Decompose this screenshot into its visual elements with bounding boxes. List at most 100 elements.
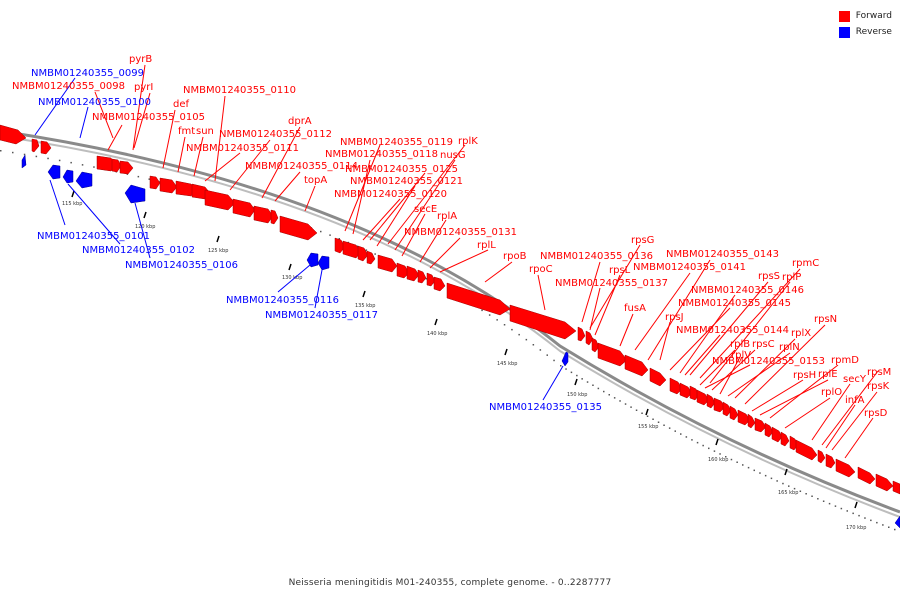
forward-gene-arrow[interactable] xyxy=(119,160,134,175)
minor-tick-dot xyxy=(840,507,843,510)
forward-gene-arrow[interactable] xyxy=(446,282,511,316)
tick-label: 165 kbp xyxy=(778,490,798,496)
minor-tick-dot xyxy=(680,433,682,435)
forward-gene-arrow[interactable] xyxy=(396,262,410,279)
minor-tick-dot xyxy=(553,359,555,362)
forward-gene-arrow[interactable] xyxy=(253,205,274,224)
forward-gene-arrow[interactable] xyxy=(591,337,600,353)
forward-gene-arrow[interactable] xyxy=(334,237,346,254)
forward-leaders xyxy=(94,64,879,459)
gene-label: rpsM xyxy=(867,367,891,378)
minor-tick-dot xyxy=(488,314,491,316)
tick-label: 120 kbp xyxy=(135,224,155,230)
forward-gene-arrow[interactable] xyxy=(649,367,667,387)
figure-caption: Neisseria meningitidis M01-240355, compl… xyxy=(288,578,612,588)
forward-gene-arrow[interactable] xyxy=(204,189,236,211)
forward-gene-arrow[interactable] xyxy=(875,473,894,492)
forward-gene-arrow[interactable] xyxy=(771,426,783,443)
gene-label: rplA xyxy=(437,211,457,222)
minor-tick-dot xyxy=(635,409,638,411)
forward-gene-arrow[interactable] xyxy=(406,265,420,282)
reverse-gene-arrow[interactable] xyxy=(47,164,61,180)
minor-tick-dot xyxy=(888,526,890,528)
reverse-gene-arrow[interactable] xyxy=(561,351,569,367)
reverse-gene-arrow[interactable] xyxy=(62,169,74,184)
minor-tick-dot xyxy=(747,466,750,469)
tick-label: 130 kbp xyxy=(282,275,302,281)
forward-gene-arrow[interactable] xyxy=(857,466,876,485)
forward-gene-arrow[interactable] xyxy=(232,198,256,218)
minor-tick-dot xyxy=(882,524,884,526)
minor-tick-dot xyxy=(481,309,483,312)
forward-gene-arrow[interactable] xyxy=(509,304,577,340)
forward-gene-arrow[interactable] xyxy=(713,397,726,413)
forward-gene-arrow[interactable] xyxy=(892,480,900,495)
minor-tick-dot xyxy=(630,406,632,408)
tick-label: 140 kbp xyxy=(427,331,447,337)
minor-tick-dot xyxy=(619,400,621,402)
reverse-gene-arrow[interactable] xyxy=(75,171,93,189)
gene-label: rpsK xyxy=(867,381,890,392)
minor-tick-dot xyxy=(532,344,535,346)
reverse-gene-arrow[interactable] xyxy=(317,255,330,271)
gene-label: fmt xyxy=(178,126,195,137)
forward-gene-arrow[interactable] xyxy=(149,175,161,190)
forward-gene-arrow[interactable] xyxy=(825,453,836,469)
legend-item-reverse: Reverse xyxy=(838,24,892,40)
forward-gene-arrow[interactable] xyxy=(417,269,427,284)
forward-genes xyxy=(0,124,900,495)
forward-gene-arrow[interactable] xyxy=(747,413,756,429)
forward-gene-arrow[interactable] xyxy=(780,431,790,447)
gene-label: NMBM01240355_0120 xyxy=(334,189,447,200)
forward-gene-arrow[interactable] xyxy=(722,401,732,417)
forward-gene-arrow[interactable] xyxy=(729,405,739,421)
forward-gene-arrow[interactable] xyxy=(597,342,628,367)
minor-tick-dot xyxy=(35,155,38,158)
forward-gene-arrow[interactable] xyxy=(0,124,27,145)
forward-gene-arrow[interactable] xyxy=(835,458,856,478)
gene-label: NMBM01240355_0101 xyxy=(37,231,150,242)
forward-gene-arrow[interactable] xyxy=(706,393,716,409)
forward-gene-arrow[interactable] xyxy=(40,140,52,155)
forward-gene-arrow[interactable] xyxy=(279,215,318,241)
forward-gene-arrow[interactable] xyxy=(426,272,436,287)
minor-tick-dot xyxy=(876,521,878,524)
forward-gene-arrow[interactable] xyxy=(159,177,178,194)
forward-gene-arrow[interactable] xyxy=(577,326,586,342)
forward-gene-arrow[interactable] xyxy=(585,330,594,346)
forward-gene-arrow[interactable] xyxy=(679,382,693,399)
forward-gene-arrow[interactable] xyxy=(111,158,122,173)
forward-gene-arrow[interactable] xyxy=(366,250,376,265)
minor-tick-dot xyxy=(730,458,733,461)
minor-tick-dot xyxy=(822,500,825,502)
forward-gene-arrow[interactable] xyxy=(377,254,398,273)
tick-label: 160 kbp xyxy=(708,457,728,463)
forward-gene-arrow[interactable] xyxy=(357,245,369,262)
gene-label: NMBM01240355_0144 xyxy=(676,325,789,336)
minor-tick-dot xyxy=(646,415,649,417)
minor-tick-dot xyxy=(570,371,573,374)
forward-gene-arrow[interactable] xyxy=(696,389,710,406)
gene-label: rplV xyxy=(731,350,751,361)
reverse-gene-arrow[interactable] xyxy=(894,515,900,529)
forward-gene-arrow[interactable] xyxy=(433,276,446,292)
forward-gene-arrow[interactable] xyxy=(764,422,774,438)
gene-label: rpsG xyxy=(631,235,654,246)
minor-tick-dot xyxy=(496,319,498,321)
minor-tick-dot xyxy=(546,354,548,356)
forward-gene-arrow[interactable] xyxy=(270,209,279,225)
forward-gene-arrow[interactable] xyxy=(754,417,767,433)
reverse-gene-arrow[interactable] xyxy=(306,252,319,268)
forward-gene-arrow[interactable] xyxy=(817,449,826,464)
minor-tick-dot xyxy=(652,418,654,420)
forward-gene-arrow[interactable] xyxy=(624,354,649,377)
forward-gene-arrow[interactable] xyxy=(669,377,683,395)
forward-gene-arrow[interactable] xyxy=(31,138,40,153)
reverse-gene-arrow[interactable] xyxy=(21,154,27,169)
tick-label: 170 kbp xyxy=(846,525,866,531)
forward-gene-arrow[interactable] xyxy=(737,409,751,426)
forward-gene-arrow[interactable] xyxy=(795,439,818,461)
reverse-gene-arrow[interactable] xyxy=(124,184,146,204)
minor-tick-dot xyxy=(811,495,813,497)
minor-tick-dot xyxy=(613,397,616,399)
